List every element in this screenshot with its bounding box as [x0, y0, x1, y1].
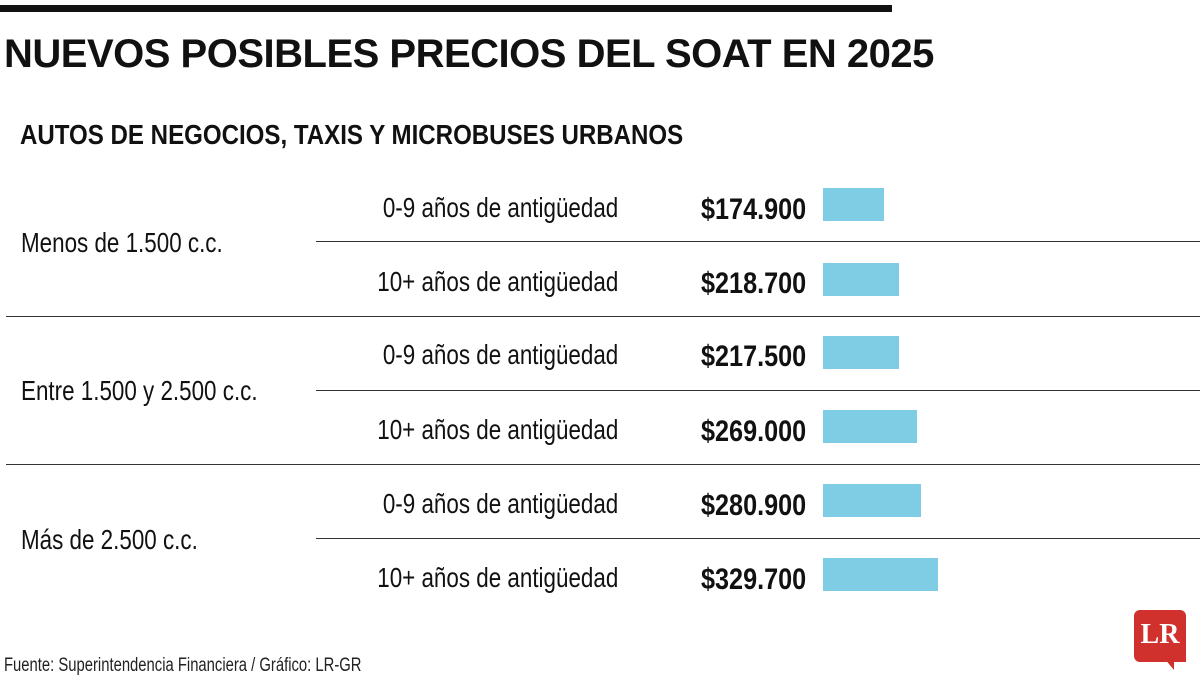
group-label-medium: Entre 1.500 y 2.500 c.c. [21, 375, 258, 406]
price-label: $269.000 [700, 415, 806, 448]
price-label: $174.900 [700, 193, 806, 226]
bar [823, 263, 899, 296]
age-label: 0-9 años de antigüedad [382, 488, 618, 519]
chart-subtitle: AUTOS DE NEGOCIOS, TAXIS Y MICROBUSES UR… [20, 119, 684, 150]
lr-logo-tail [1164, 658, 1174, 670]
row-divider [316, 390, 1200, 391]
top-rule [0, 5, 892, 12]
row-divider [316, 241, 1200, 242]
bar [823, 484, 921, 517]
group-divider [6, 316, 1200, 317]
age-label: 10+ años de antigüedad [376, 266, 618, 297]
group-divider [6, 464, 1200, 465]
bar [823, 558, 938, 591]
price-label: $329.700 [700, 563, 806, 596]
bar [823, 188, 884, 221]
lr-logo: LR [1134, 610, 1186, 670]
bar [823, 410, 917, 443]
lr-logo-text: LR [1140, 619, 1180, 650]
chart-title: NUEVOS POSIBLES PRECIOS DEL SOAT EN 2025 [4, 32, 934, 76]
price-label: $218.700 [700, 267, 806, 300]
age-label: 0-9 años de antigüedad [382, 192, 618, 223]
bar [823, 336, 899, 369]
price-label: $217.500 [700, 340, 806, 373]
row-divider [316, 538, 1200, 539]
age-label: 10+ años de antigüedad [376, 414, 618, 445]
age-label: 10+ años de antigüedad [376, 562, 618, 593]
price-label: $280.900 [700, 489, 806, 522]
group-label-large: Más de 2.500 c.c. [21, 524, 198, 555]
source-note: Fuente: Superintendencia Financiera / Gr… [4, 655, 362, 676]
group-label-small: Menos de 1.500 c.c. [21, 227, 223, 258]
age-label: 0-9 años de antigüedad [382, 339, 618, 370]
